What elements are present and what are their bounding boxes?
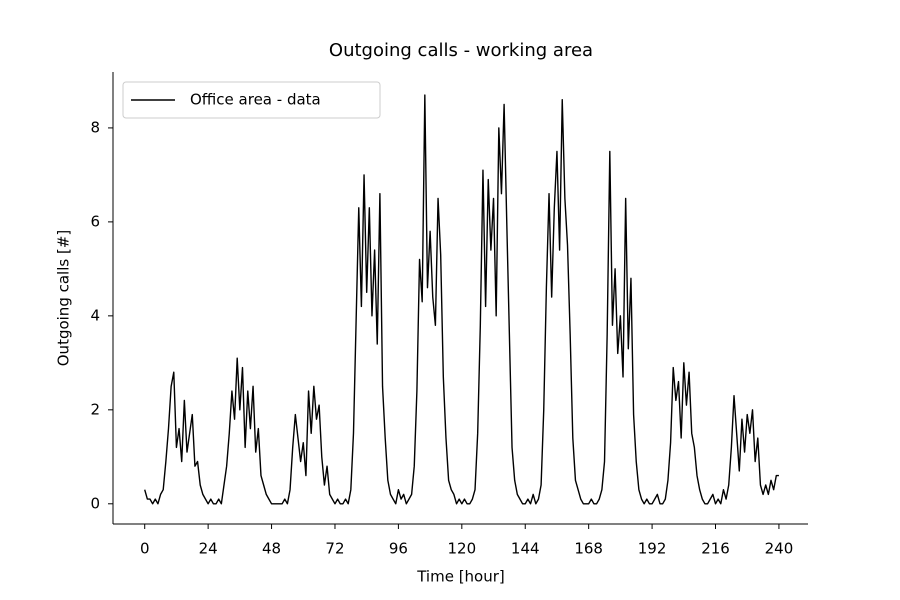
- x-tick-label: 144: [511, 540, 540, 558]
- chart-title: Outgoing calls - working area: [329, 40, 593, 61]
- x-tick-label: 216: [701, 540, 730, 558]
- y-tick-label: 6: [90, 212, 100, 230]
- x-tick-label: 120: [448, 540, 477, 558]
- y-tick-label: 4: [90, 306, 100, 324]
- legend-label: Office area - data: [190, 91, 321, 109]
- y-tick-label: 0: [90, 494, 100, 512]
- x-axis-label: Time [hour]: [416, 568, 505, 586]
- y-axis-label: Outgoing calls [#]: [55, 230, 73, 367]
- legend-box: [122, 81, 381, 119]
- x-tick-label: 0: [140, 540, 150, 558]
- x-tick-label: 168: [574, 540, 603, 558]
- y-tick-label: 2: [90, 400, 100, 418]
- x-tick-label: 96: [389, 540, 408, 558]
- x-tick-label: 72: [325, 540, 344, 558]
- x-tick-label: 24: [199, 540, 218, 558]
- x-tick-label: 240: [765, 540, 794, 558]
- y-tick-label: 8: [90, 118, 100, 136]
- x-tick-label: 192: [638, 540, 667, 558]
- data-line: [144, 94, 779, 505]
- x-tick-label: 48: [262, 540, 281, 558]
- legend: Office area - data: [122, 81, 381, 119]
